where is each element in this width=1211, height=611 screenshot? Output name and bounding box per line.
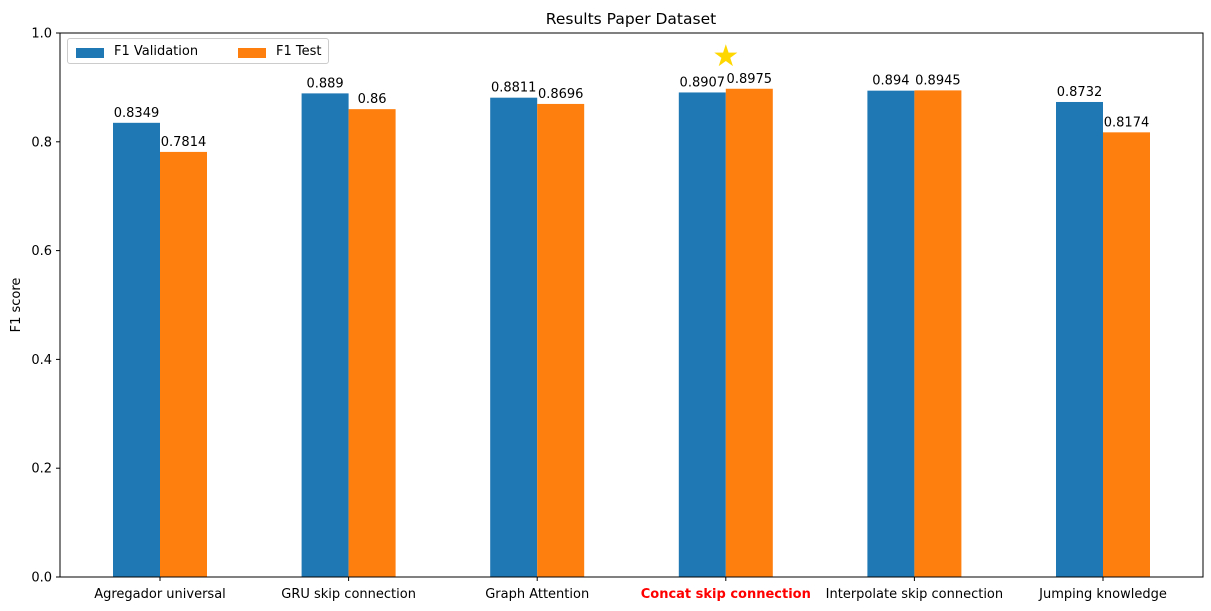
x-tick-label: Concat skip connection <box>641 587 811 602</box>
y-axis-label: F1 score <box>9 278 24 333</box>
legend: F1 Validation F1 Test <box>67 38 329 64</box>
bar-validation <box>678 92 726 577</box>
data-label: 0.8811 <box>491 81 537 96</box>
bar-validation <box>113 122 160 578</box>
data-label: 0.8732 <box>1057 85 1103 100</box>
x-tick-label: Interpolate skip connection <box>826 587 1003 602</box>
bar-validation <box>301 93 349 577</box>
data-label: 0.86 <box>358 92 387 107</box>
x-tick-label: Jumping knowledge <box>1038 587 1167 602</box>
best-star-icon: ★ <box>712 39 739 74</box>
data-label: 0.8907 <box>680 75 726 90</box>
data-label: 0.8349 <box>114 106 160 121</box>
x-tick-label: Agregador universal <box>94 587 226 602</box>
y-tick-label: 0.4 <box>31 353 52 368</box>
bar-validation <box>1056 101 1103 578</box>
x-tick-label: Graph Attention <box>485 587 589 602</box>
bar-validation <box>867 90 915 577</box>
legend-label-validation: F1 Validation <box>114 44 199 59</box>
y-tick-label: 0.8 <box>31 135 52 150</box>
data-label: 0.889 <box>306 76 343 91</box>
data-label: 0.8696 <box>538 87 584 102</box>
chart-title: Results Paper Dataset <box>546 10 716 28</box>
bar-test <box>537 103 585 578</box>
legend-swatch-validation <box>76 48 104 58</box>
plot-frame <box>59 32 1204 578</box>
bar-test <box>914 90 962 577</box>
bar-test <box>160 151 207 577</box>
y-tick-label: 0.6 <box>31 244 52 259</box>
legend-label-test: F1 Test <box>276 44 322 59</box>
y-tick-label: 0.0 <box>31 571 52 586</box>
bar-test <box>1103 132 1150 577</box>
y-tick-label: 1.0 <box>31 27 52 42</box>
legend-swatch-test <box>238 48 266 58</box>
data-label: 0.894 <box>872 74 909 89</box>
bar-test <box>725 88 773 577</box>
bar-test <box>348 109 396 577</box>
bar-validation <box>490 97 538 577</box>
data-label: 0.8975 <box>727 72 773 87</box>
x-tick-label: GRU skip connection <box>281 587 416 602</box>
data-label: 0.8174 <box>1104 115 1150 130</box>
data-label: 0.8945 <box>915 73 961 88</box>
data-label: 0.7814 <box>161 135 207 150</box>
y-tick-label: 0.2 <box>31 462 52 477</box>
